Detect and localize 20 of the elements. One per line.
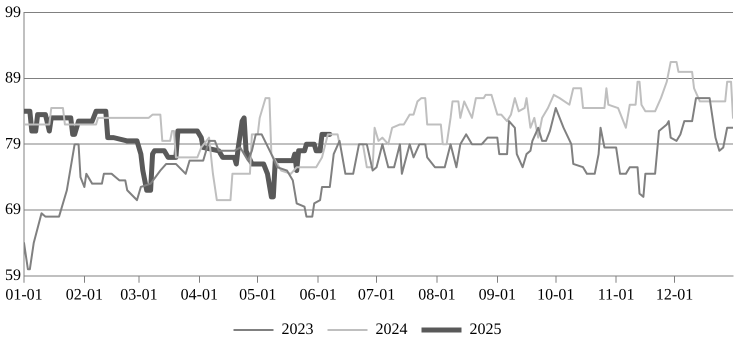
x-tick-label: 11-01 <box>598 286 634 304</box>
x-tick-label: 07-01 <box>358 286 396 304</box>
x-tick-label: 09-01 <box>478 286 516 304</box>
x-tick-label: 02-01 <box>66 286 104 304</box>
x-tick-label: 08-01 <box>418 286 456 304</box>
y-tick-label: 59 <box>5 267 21 284</box>
x-tick-label: 06-01 <box>299 286 337 304</box>
x-tick-label: 05-01 <box>239 286 276 304</box>
x-tick-label: 10-01 <box>537 286 574 304</box>
y-tick-label: 89 <box>5 70 21 87</box>
x-tick-label: 03-01 <box>120 286 158 304</box>
y-tick-label: 99 <box>5 4 21 21</box>
x-tick-label: 12-01 <box>656 286 694 304</box>
legend-label: 2024 <box>376 321 408 338</box>
y-tick-label: 79 <box>5 135 21 152</box>
y-tick-label: 69 <box>5 201 21 218</box>
x-tick-label: 01-01 <box>5 286 43 304</box>
legend-label: 2025 <box>470 321 502 338</box>
legend-label: 2023 <box>282 321 314 338</box>
x-tick-label: 04-01 <box>180 286 218 304</box>
